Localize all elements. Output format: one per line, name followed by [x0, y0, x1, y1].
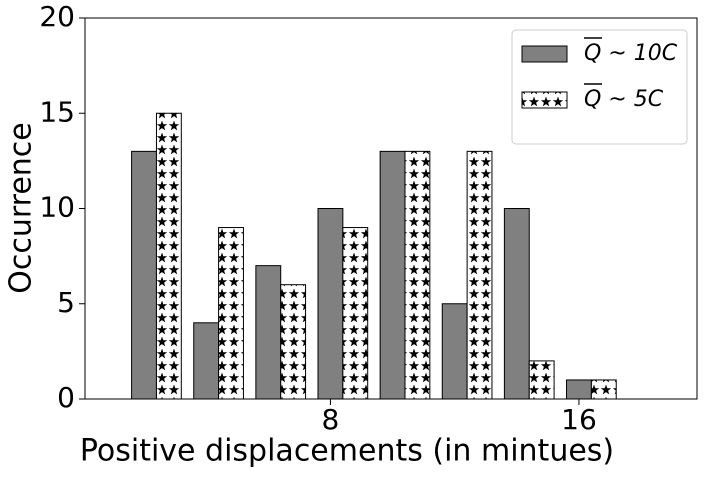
y-tick-label: 20 — [39, 0, 75, 33]
y-axis-label: Occurrence — [4, 122, 39, 294]
x-tick-label: 8 — [322, 403, 340, 436]
bar — [131, 150, 157, 400]
bar — [317, 208, 344, 400]
bar — [404, 150, 431, 400]
bar — [566, 379, 592, 400]
legend-label: Q ~ 10C — [584, 41, 678, 66]
y-tick-label: 5 — [57, 286, 75, 319]
bar — [193, 322, 220, 400]
bar — [342, 227, 369, 400]
bar — [280, 284, 307, 400]
bar — [218, 227, 244, 400]
x-axis-label: Positive displacements (in mintues) — [80, 434, 614, 469]
bar — [255, 265, 282, 400]
bar — [528, 360, 555, 400]
legend-swatch — [521, 45, 568, 63]
plot-frame — [84, 17, 698, 400]
bar — [155, 112, 182, 400]
bar — [379, 150, 406, 400]
legend-swatch — [521, 91, 568, 109]
y-tick-label: 0 — [57, 381, 75, 414]
bar — [441, 303, 468, 400]
x-tick-label: 16 — [561, 403, 597, 436]
y-tick-label: 15 — [39, 95, 75, 128]
bar — [503, 208, 530, 400]
legend-label: Q ~ 5C — [584, 87, 664, 112]
bar — [466, 150, 493, 400]
bar — [590, 379, 617, 400]
y-tick-label: 10 — [39, 191, 75, 224]
